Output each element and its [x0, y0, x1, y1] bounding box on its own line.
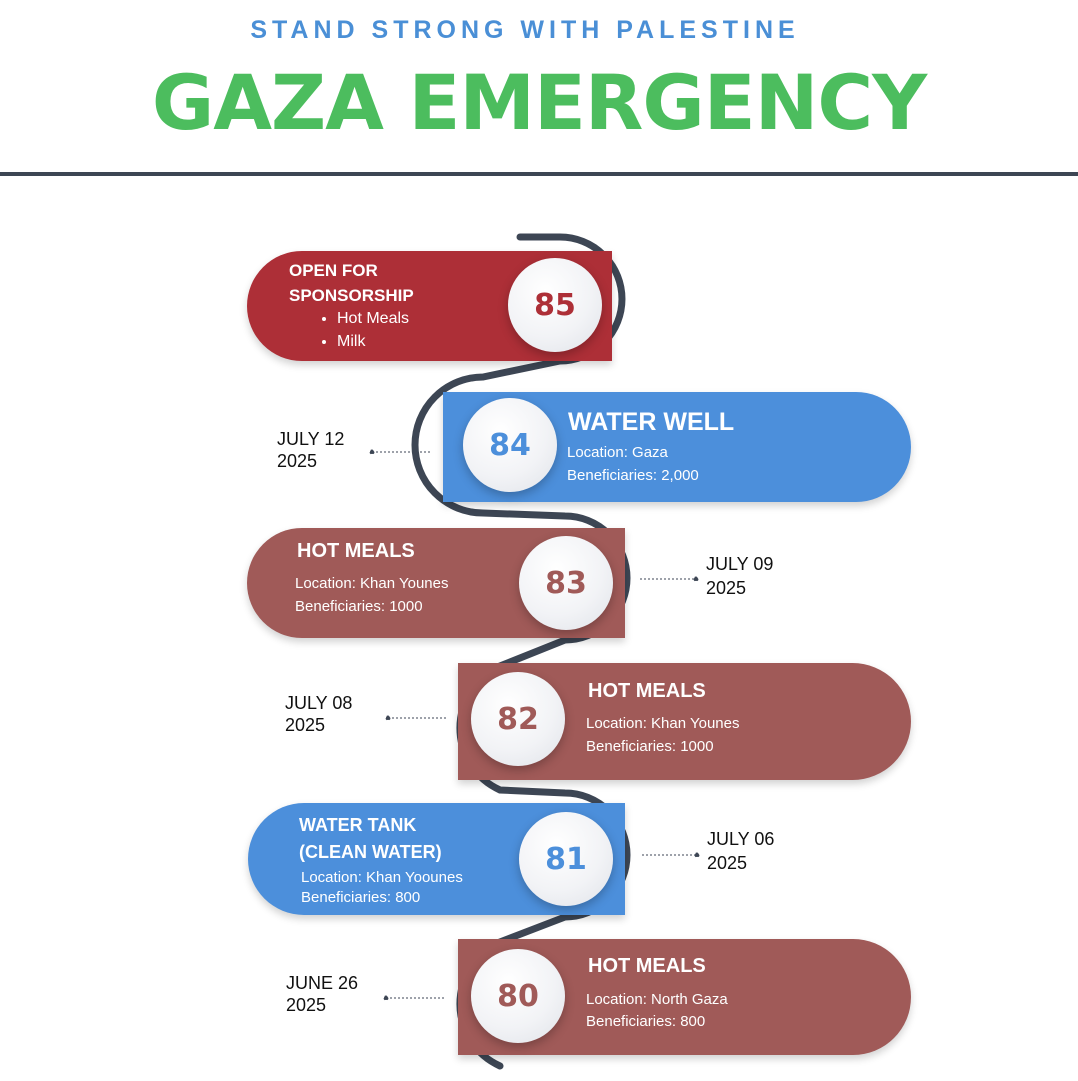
card-title-line2: SPONSORSHIP	[289, 286, 414, 305]
card-location: Location: Khan Yoounes	[301, 869, 463, 886]
card-beneficiaries: Beneficiaries: 2,000	[567, 467, 699, 484]
date-year: 2025	[706, 578, 747, 598]
header-subtitle: STAND STRONG WITH PALESTINE	[250, 16, 800, 44]
card-date: JUNE 26 2025	[286, 972, 358, 1016]
page-title: GAZA EMERGENCY	[151, 58, 927, 147]
card-beneficiaries: Beneficiaries: 800	[301, 889, 421, 906]
date-year: 2025	[277, 451, 318, 471]
card-title: HOT MEALS	[588, 680, 706, 702]
card-date: JULY 09 2025	[706, 553, 773, 599]
number-badge-84: 84	[463, 398, 557, 492]
card-beneficiaries: Beneficiaries: 800	[586, 1013, 706, 1030]
number-badge-82: 82	[471, 672, 565, 766]
date-pointer-dot	[385, 715, 391, 721]
list-item: Hot Meals	[337, 307, 409, 330]
card-location: Location: Gaza	[567, 444, 668, 461]
card-title-line1: WATER TANK	[299, 815, 417, 835]
card-date: JULY 08 2025	[285, 692, 352, 736]
number-badge-80: 80	[471, 949, 565, 1043]
card-location: Location: North Gaza	[586, 991, 728, 1008]
number-badge-83: 83	[519, 536, 613, 630]
card-title: HOT MEALS	[297, 540, 415, 562]
card-title: WATER WELL	[568, 408, 735, 436]
date-year: 2025	[285, 715, 326, 735]
card-beneficiaries: Beneficiaries: 1000	[295, 598, 423, 615]
date-month-day: JULY 08	[285, 693, 353, 713]
date-pointer-dot	[383, 995, 389, 1001]
card-title-line1: OPEN FOR	[289, 261, 378, 280]
date-pointer-dot	[694, 852, 700, 858]
date-month-day: JULY 12	[277, 429, 345, 449]
card-date: JULY 06 2025	[707, 828, 774, 874]
card-location: Location: Khan Younes	[586, 715, 740, 732]
list-item: Milk	[337, 330, 409, 353]
date-year: 2025	[707, 853, 748, 873]
date-pointer-dot	[369, 449, 375, 455]
date-month-day: JUNE 26	[286, 973, 359, 993]
card-title-line2: (CLEAN WATER)	[299, 842, 442, 862]
header-divider	[0, 172, 1078, 176]
card-title: HOT MEALS	[588, 955, 706, 977]
card-location: Location: Khan Younes	[295, 575, 449, 592]
number-badge-81: 81	[519, 812, 613, 906]
date-month-day: JULY 06	[707, 829, 775, 849]
date-year: 2025	[286, 995, 327, 1015]
date-month-day: JULY 09	[706, 554, 774, 574]
date-pointer-dot	[693, 576, 699, 582]
number-badge-85: 85	[508, 258, 602, 352]
sponsorship-items: Hot Meals Milk	[317, 307, 409, 353]
card-date: JULY 12 2025	[277, 428, 344, 472]
card-beneficiaries: Beneficiaries: 1000	[586, 738, 714, 755]
